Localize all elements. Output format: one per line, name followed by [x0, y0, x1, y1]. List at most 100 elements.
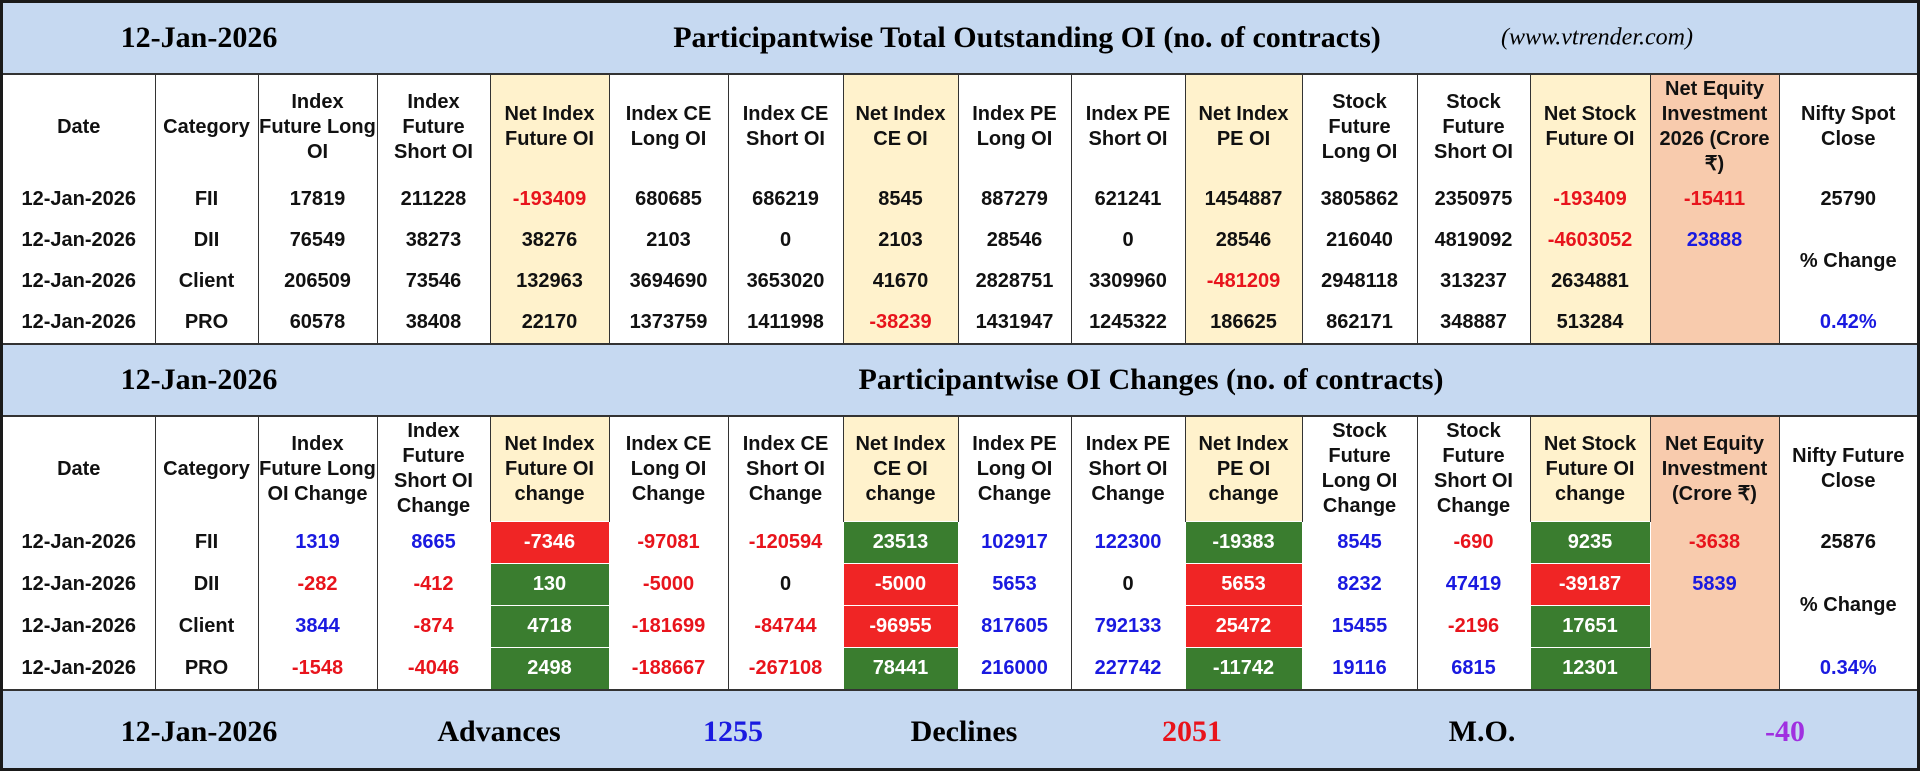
- value-cell: 41670: [842, 261, 958, 302]
- section-header: 12-Jan-2026 Participantwise Total Outsta…: [3, 3, 1917, 75]
- value-cell: 227742: [1070, 647, 1185, 690]
- date-cell: 12-Jan-2026: [21, 656, 137, 679]
- nifty-change: 0.42%: [1778, 302, 1917, 344]
- column-header: Stock Future Long OI Change: [1301, 417, 1417, 522]
- column-header: Nifty Spot Close: [1778, 75, 1917, 179]
- column-header: Stock Future Short OI Change: [1416, 417, 1530, 522]
- column-header: Date: [57, 457, 101, 480]
- value-cell: 862171: [1301, 302, 1417, 344]
- value-cell: 4819092: [1416, 220, 1530, 261]
- advances-label: Advances: [437, 714, 561, 748]
- value-cell: 0: [727, 220, 843, 261]
- column-header: Net Index PE OI change: [1184, 417, 1302, 522]
- column-header: Index Future Long OI: [257, 75, 377, 179]
- column-header: Index Future Short OI: [376, 75, 490, 179]
- value-cell: 15455: [1301, 605, 1417, 648]
- category-cell: FII: [154, 179, 258, 220]
- value-cell: 2498: [489, 647, 610, 691]
- value-cell: 60578: [257, 302, 377, 344]
- value-cell: 28546: [957, 220, 1071, 261]
- category-cell: FII: [154, 521, 258, 564]
- column-header: Net Stock Future OI change: [1529, 417, 1650, 522]
- column-header: Net Index CE OI change: [842, 417, 958, 522]
- net-equity: 23888: [1649, 220, 1779, 261]
- category-cell: PRO: [154, 302, 258, 344]
- column-header: Index Future Long OI Change: [257, 417, 377, 522]
- value-cell: 5653: [957, 563, 1071, 606]
- value-cell: 0: [1070, 220, 1185, 261]
- column-header: Date: [57, 115, 101, 138]
- value-cell: 348887: [1416, 302, 1530, 344]
- value-cell: 76549: [257, 220, 377, 261]
- value-cell: -874: [376, 605, 490, 648]
- value-cell: -282: [257, 563, 377, 606]
- value-cell: 0: [727, 563, 843, 606]
- value-cell: 4718: [489, 605, 610, 648]
- value-cell: 1319: [257, 521, 377, 564]
- value-cell: 211228: [376, 179, 490, 220]
- category-cell: DII: [154, 220, 258, 261]
- value-cell: -120594: [727, 521, 843, 564]
- value-cell: 130: [489, 563, 610, 606]
- value-cell: 5653: [1184, 563, 1303, 606]
- footer: 12-Jan-2026 Advances 1255 Declines 2051 …: [3, 691, 1917, 768]
- value-cell: 12301: [1529, 647, 1651, 691]
- value-cell: 8665: [376, 521, 490, 564]
- category-cell: Client: [154, 261, 258, 302]
- value-cell: 9235: [1529, 521, 1651, 564]
- value-cell: 47419: [1416, 563, 1530, 606]
- value-cell: -181699: [608, 605, 728, 648]
- value-cell: -19383: [1184, 521, 1303, 564]
- value-cell: 216040: [1301, 220, 1417, 261]
- date-cell: 12-Jan-2026: [21, 531, 137, 553]
- declines: 2051: [1162, 714, 1222, 748]
- value-cell: -193409: [1529, 179, 1650, 220]
- value-cell: 2948118: [1301, 261, 1417, 302]
- value-cell: 17819: [257, 179, 377, 220]
- nifty-change-label: % Change: [1778, 220, 1917, 302]
- column-header: Category: [154, 75, 258, 179]
- value-cell: 3844: [257, 605, 377, 648]
- value-cell: 38408: [376, 302, 490, 344]
- value-cell: 1431947: [957, 302, 1071, 344]
- column-header: Net Index CE OI: [842, 75, 958, 179]
- column-header: Index PE Long OI: [957, 75, 1071, 179]
- date: 12-Jan-2026: [120, 363, 278, 396]
- value-cell: -39187: [1529, 563, 1651, 606]
- value-cell: -481209: [1184, 261, 1302, 302]
- value-cell: 686219: [727, 179, 843, 220]
- column-header: Index PE Short OI Change: [1070, 417, 1185, 522]
- column-header: Index CE Short OI Change: [727, 417, 843, 522]
- value-cell: -188667: [608, 647, 728, 690]
- date-cell: 12-Jan-2026: [21, 188, 137, 210]
- column-header: Net Index Future OI change: [489, 417, 609, 522]
- value-cell: 792133: [1070, 605, 1185, 648]
- nifty-close: 25876: [1778, 521, 1917, 564]
- column-header: Index CE Long OI: [608, 75, 728, 179]
- mo: -40: [1765, 714, 1805, 748]
- value-cell: -4046: [376, 647, 490, 690]
- value-cell: 0: [1070, 563, 1185, 606]
- nifty-change-label: % Change: [1778, 563, 1917, 648]
- net-equity: -15411: [1649, 179, 1779, 220]
- column-header: Net Index Future OI: [489, 75, 609, 179]
- value-cell: 78441: [842, 647, 959, 691]
- date: 12-Jan-2026: [120, 21, 278, 54]
- net-equity-empty: [1649, 605, 1779, 690]
- column-header: Stock Future Long OI: [1301, 75, 1417, 179]
- value-cell: 817605: [957, 605, 1071, 648]
- nifty-close: 25790: [1778, 179, 1917, 220]
- value-cell: 2103: [608, 220, 728, 261]
- value-cell: 513284: [1529, 302, 1650, 344]
- value-cell: -5000: [608, 563, 728, 606]
- value-cell: 23513: [842, 521, 959, 564]
- value-cell: 6815: [1416, 647, 1530, 690]
- column-header: Net Equity Investment (Crore ₹): [1649, 417, 1779, 522]
- value-cell: 73546: [376, 261, 490, 302]
- advances: 1255: [703, 714, 763, 748]
- value-cell: -97081: [608, 521, 728, 564]
- column-header: Stock Future Short OI: [1416, 75, 1530, 179]
- source: (www.vtrender.com): [1501, 24, 1693, 51]
- oi-table: Date Category Index Future Long OI Index Fu…: [3, 75, 1917, 345]
- date-cell: 12-Jan-2026: [21, 229, 137, 251]
